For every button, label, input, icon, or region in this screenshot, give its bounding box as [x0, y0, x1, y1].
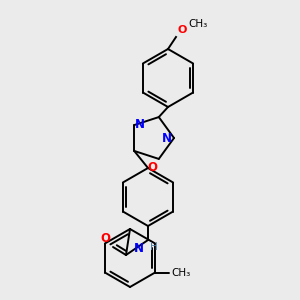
Text: O: O	[178, 25, 188, 35]
Text: N: N	[135, 118, 145, 130]
Text: CH₃: CH₃	[188, 19, 207, 29]
Text: O: O	[148, 161, 158, 174]
Text: N: N	[162, 131, 172, 145]
Text: O: O	[100, 232, 110, 245]
Text: H: H	[150, 242, 158, 252]
Text: N: N	[134, 242, 144, 255]
Text: CH₃: CH₃	[171, 268, 190, 278]
